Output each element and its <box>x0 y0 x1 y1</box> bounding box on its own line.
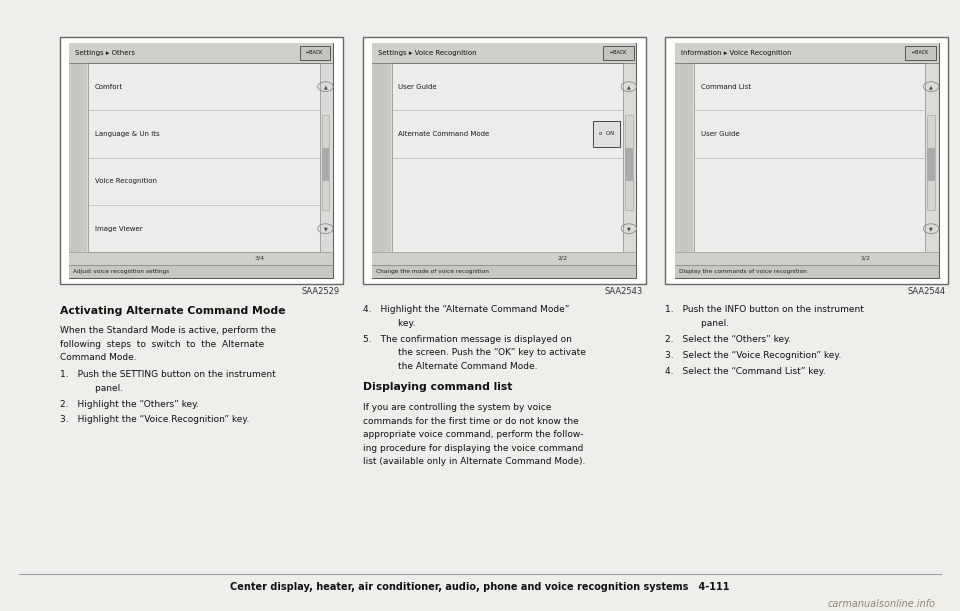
Bar <box>69 63 87 252</box>
Text: 1/2: 1/2 <box>860 256 870 261</box>
Text: carmanualsonline.info: carmanualsonline.info <box>828 599 936 609</box>
Bar <box>300 46 330 59</box>
Bar <box>603 46 634 59</box>
Text: ▲: ▲ <box>627 84 631 89</box>
Bar <box>625 148 633 181</box>
Bar <box>675 63 693 252</box>
Text: Voice Recognition: Voice Recognition <box>95 178 157 185</box>
Bar <box>69 265 333 278</box>
Text: list (available only in Alternate Command Mode).: list (available only in Alternate Comman… <box>363 457 586 466</box>
Text: Adjust voice recognition settings: Adjust voice recognition settings <box>73 269 169 274</box>
Text: panel.: panel. <box>683 319 729 328</box>
Bar <box>60 37 343 284</box>
Bar <box>392 63 623 252</box>
Text: Settings ▸ Voice Recognition: Settings ▸ Voice Recognition <box>378 50 477 56</box>
Text: 4. Highlight the “Alternate Command Mode”: 4. Highlight the “Alternate Command Mode… <box>363 306 569 315</box>
Text: 1. Push the INFO button on the instrument: 1. Push the INFO button on the instrumen… <box>665 306 864 315</box>
Text: When the Standard Mode is active, perform the: When the Standard Mode is active, perfor… <box>60 326 276 335</box>
Bar <box>363 37 646 284</box>
Text: ↵BACK: ↵BACK <box>610 50 627 56</box>
Bar <box>675 43 939 278</box>
Bar <box>625 115 633 210</box>
Bar <box>372 43 636 278</box>
Text: following  steps  to  switch  to  the  Alternate: following steps to switch to the Alterna… <box>60 340 264 349</box>
Bar <box>905 46 936 59</box>
Bar <box>675 265 939 278</box>
Text: SAA2529: SAA2529 <box>301 287 340 296</box>
Bar <box>694 63 925 252</box>
Text: panel.: panel. <box>77 384 123 393</box>
Text: ↵BACK: ↵BACK <box>912 50 929 56</box>
Text: the screen. Push the “OK” key to activate: the screen. Push the “OK” key to activat… <box>380 348 586 357</box>
Bar <box>372 252 636 265</box>
Text: ▼: ▼ <box>627 226 631 231</box>
Text: ▼: ▼ <box>929 226 933 231</box>
Bar <box>322 148 329 181</box>
Bar <box>372 265 636 278</box>
Text: Change the mode of voice recognition: Change the mode of voice recognition <box>376 269 490 274</box>
Text: 3. Highlight the “Voice Recognition” key.: 3. Highlight the “Voice Recognition” key… <box>60 415 249 425</box>
Text: ▼: ▼ <box>324 226 327 231</box>
Bar <box>675 43 939 63</box>
Text: Center display, heater, air conditioner, audio, phone and voice recognition syst: Center display, heater, air conditioner,… <box>230 582 730 591</box>
Text: ing procedure for displaying the voice command: ing procedure for displaying the voice c… <box>363 444 584 453</box>
Bar <box>69 43 333 278</box>
Text: User Guide: User Guide <box>701 131 739 137</box>
Text: 2. Select the “Others” key.: 2. Select the “Others” key. <box>665 335 791 344</box>
Text: Image Viewer: Image Viewer <box>95 225 143 232</box>
Bar <box>69 43 333 63</box>
Text: Information ▸ Voice Recognition: Information ▸ Voice Recognition <box>681 50 791 56</box>
Text: SAA2544: SAA2544 <box>907 287 946 296</box>
Text: User Guide: User Guide <box>398 84 437 90</box>
Bar <box>69 252 333 265</box>
Text: Comfort: Comfort <box>95 84 123 90</box>
Bar <box>927 115 935 210</box>
Text: 5. The confirmation message is displayed on: 5. The confirmation message is displayed… <box>363 335 572 344</box>
Text: ▲: ▲ <box>929 84 933 89</box>
Bar <box>593 121 620 147</box>
Text: Activating Alternate Command Mode: Activating Alternate Command Mode <box>60 306 285 315</box>
Bar <box>665 37 948 284</box>
Text: Alternate Command Mode: Alternate Command Mode <box>398 131 490 137</box>
Text: commands for the first time or do not know the: commands for the first time or do not kn… <box>363 417 579 426</box>
Text: 2/2: 2/2 <box>558 256 567 261</box>
Text: 1. Push the SETTING button on the instrument: 1. Push the SETTING button on the instru… <box>60 370 276 379</box>
Text: key.: key. <box>380 319 416 328</box>
Text: Command List: Command List <box>701 84 751 90</box>
Text: o  ON: o ON <box>599 131 614 136</box>
Text: Displaying command list: Displaying command list <box>363 382 513 392</box>
Text: Display the commands of voice recognition: Display the commands of voice recognitio… <box>679 269 806 274</box>
Text: 3. Select the “Voice Recognition” key.: 3. Select the “Voice Recognition” key. <box>665 351 842 360</box>
Text: ▲: ▲ <box>324 84 327 89</box>
Bar <box>372 63 391 252</box>
Text: Language & Un its: Language & Un its <box>95 131 159 137</box>
Text: ↵BACK: ↵BACK <box>306 50 324 56</box>
Text: 3/4: 3/4 <box>254 256 264 261</box>
Text: the Alternate Command Mode.: the Alternate Command Mode. <box>380 362 538 371</box>
Text: Settings ▸ Others: Settings ▸ Others <box>75 50 134 56</box>
Text: appropriate voice command, perform the follow-: appropriate voice command, perform the f… <box>363 430 584 439</box>
Text: If you are controlling the system by voice: If you are controlling the system by voi… <box>363 403 551 412</box>
Bar <box>322 115 329 210</box>
Text: 4. Select the “Command List” key.: 4. Select the “Command List” key. <box>665 367 826 376</box>
Text: SAA2543: SAA2543 <box>605 287 643 296</box>
Bar <box>927 148 935 181</box>
Bar <box>675 252 939 265</box>
Bar <box>372 43 636 63</box>
Text: 2. Highlight the “Others” key.: 2. Highlight the “Others” key. <box>60 400 199 409</box>
Text: Command Mode.: Command Mode. <box>60 353 136 362</box>
Bar <box>88 63 320 252</box>
